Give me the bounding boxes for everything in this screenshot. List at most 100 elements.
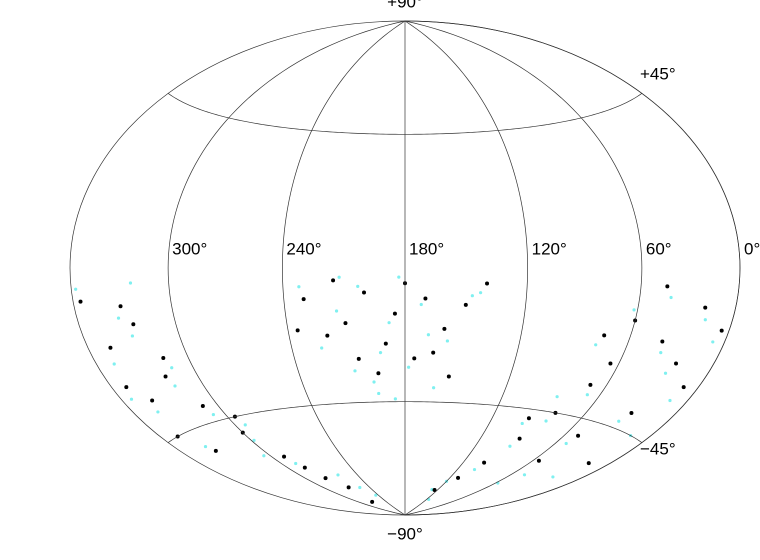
data-point — [456, 475, 461, 480]
data-point — [124, 385, 129, 390]
data-point — [588, 382, 593, 387]
data-point — [463, 302, 468, 307]
data-point — [392, 311, 397, 316]
data-point — [432, 487, 437, 492]
data-point — [663, 371, 668, 375]
data-point — [203, 444, 208, 449]
data-point — [703, 305, 708, 310]
meridian — [404, 20, 643, 516]
data-point — [660, 339, 665, 344]
data-point — [294, 461, 298, 466]
data-point — [173, 384, 177, 388]
data-point — [617, 419, 621, 423]
longitude-label: 300° — [172, 239, 207, 258]
latitude-label: +90° — [387, 0, 423, 11]
data-point — [703, 318, 707, 322]
data-point — [711, 340, 715, 344]
data-point — [150, 398, 155, 403]
data-point — [118, 304, 123, 309]
data-point — [252, 438, 256, 442]
data-point — [131, 322, 136, 327]
longitude-label: 120° — [532, 239, 567, 258]
data-point — [629, 411, 634, 416]
data-point — [602, 333, 607, 338]
data-point — [470, 294, 474, 298]
parallel — [167, 93, 643, 135]
data-point — [370, 499, 375, 504]
data-point — [282, 454, 287, 459]
data-point — [472, 467, 477, 472]
data-point — [213, 448, 218, 453]
data-point — [681, 385, 686, 390]
data-point — [376, 371, 381, 376]
data-point — [302, 465, 307, 470]
meridian — [404, 20, 741, 516]
data-point — [659, 351, 663, 355]
parallel — [167, 401, 643, 443]
latitude-label: +45° — [640, 64, 676, 83]
data-point — [485, 281, 490, 286]
data-point — [536, 458, 541, 463]
data-point — [325, 333, 330, 338]
data-point — [374, 493, 378, 497]
data-point — [200, 403, 205, 408]
data-point — [346, 485, 351, 490]
data-point — [337, 275, 341, 279]
data-point — [356, 284, 360, 288]
latitude-label: −45° — [640, 439, 676, 458]
data-point — [432, 386, 436, 390]
data-point — [632, 308, 636, 312]
meridian — [282, 20, 406, 516]
data-point — [608, 361, 613, 366]
data-point — [161, 355, 166, 360]
data-point — [431, 350, 436, 355]
data-point — [378, 351, 383, 355]
data-point — [423, 296, 428, 301]
data-point — [520, 421, 524, 426]
data-point — [163, 374, 168, 379]
data-point — [156, 410, 160, 414]
data-point — [211, 412, 215, 417]
data-point — [668, 398, 672, 403]
data-point — [517, 436, 522, 441]
data-point — [397, 275, 401, 279]
data-point — [478, 291, 483, 295]
data-point — [334, 309, 339, 313]
data-point — [128, 281, 133, 285]
data-point — [108, 345, 113, 350]
longitude-label: 180° — [409, 239, 444, 258]
data-point — [445, 339, 450, 343]
data-point — [508, 444, 512, 448]
data-point — [129, 397, 134, 401]
data-point — [301, 297, 306, 302]
data-point — [586, 461, 591, 466]
data-point — [74, 287, 78, 291]
data-point — [130, 334, 134, 338]
data-point — [170, 366, 174, 370]
data-point — [407, 365, 411, 369]
data-point — [585, 393, 589, 397]
data-point — [116, 316, 121, 320]
data-point — [372, 380, 376, 384]
data-point — [526, 416, 531, 421]
data-point — [358, 485, 362, 490]
data-point — [295, 328, 300, 333]
data-point — [564, 441, 568, 446]
data-point — [383, 341, 388, 346]
data-point — [343, 321, 348, 326]
data-point — [377, 391, 381, 396]
longitude-label: 0° — [744, 239, 760, 258]
data-point — [320, 346, 324, 350]
data-point — [669, 295, 673, 300]
longitude-label: 240° — [286, 239, 321, 258]
data-point — [393, 397, 397, 401]
data-point — [419, 302, 423, 307]
data-point — [665, 284, 670, 289]
longitude-label: 60° — [646, 239, 672, 258]
meridian — [167, 20, 406, 516]
data-point — [336, 473, 340, 477]
data-point — [544, 419, 548, 423]
data-point — [262, 454, 266, 458]
data-point — [387, 321, 391, 325]
